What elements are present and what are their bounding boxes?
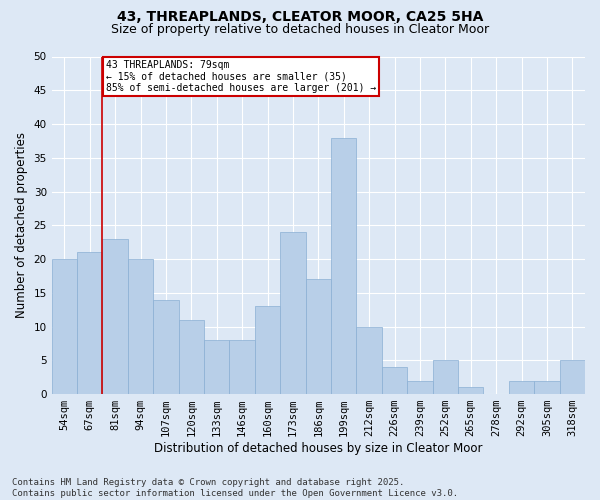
Y-axis label: Number of detached properties: Number of detached properties xyxy=(15,132,28,318)
Bar xyxy=(305,280,331,394)
Bar xyxy=(204,340,229,394)
Bar xyxy=(534,380,560,394)
Text: Contains HM Land Registry data © Crown copyright and database right 2025.
Contai: Contains HM Land Registry data © Crown c… xyxy=(12,478,458,498)
Text: 43, THREAPLANDS, CLEATOR MOOR, CA25 5HA: 43, THREAPLANDS, CLEATOR MOOR, CA25 5HA xyxy=(117,10,483,24)
Bar xyxy=(229,340,255,394)
Bar xyxy=(407,380,433,394)
Bar xyxy=(255,306,280,394)
X-axis label: Distribution of detached houses by size in Cleator Moor: Distribution of detached houses by size … xyxy=(154,442,482,455)
Bar xyxy=(509,380,534,394)
Bar xyxy=(52,259,77,394)
Bar xyxy=(458,388,484,394)
Bar xyxy=(433,360,458,394)
Bar xyxy=(153,300,179,394)
Bar xyxy=(103,239,128,394)
Bar xyxy=(77,252,103,394)
Text: 43 THREAPLANDS: 79sqm
← 15% of detached houses are smaller (35)
85% of semi-deta: 43 THREAPLANDS: 79sqm ← 15% of detached … xyxy=(106,60,377,93)
Bar xyxy=(356,326,382,394)
Bar xyxy=(179,320,204,394)
Bar xyxy=(331,138,356,394)
Text: Size of property relative to detached houses in Cleator Moor: Size of property relative to detached ho… xyxy=(111,22,489,36)
Bar xyxy=(128,259,153,394)
Bar xyxy=(382,367,407,394)
Bar xyxy=(280,232,305,394)
Bar xyxy=(560,360,585,394)
